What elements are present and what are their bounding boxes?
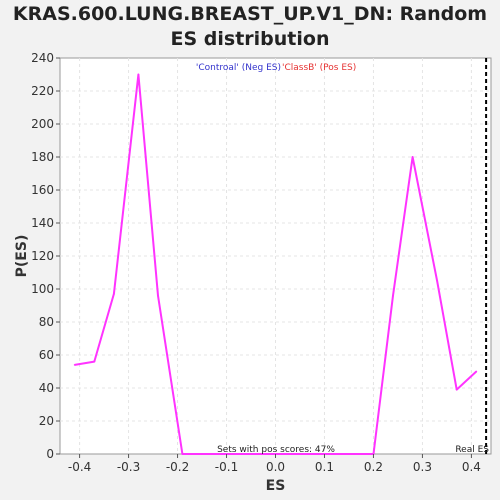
pos-scores-annotation: Sets with pos scores: 47% [217, 445, 335, 455]
data-point [436, 279, 439, 282]
data-point [475, 370, 478, 373]
x-tick-label: 0.2 [364, 460, 383, 474]
data-point [328, 453, 331, 455]
data-point [157, 294, 159, 297]
y-tick-label: 80 [39, 315, 54, 329]
data-point [93, 360, 96, 363]
y-axis-label: P(ES) [14, 235, 30, 278]
data-point [289, 453, 292, 455]
legend-negative: 'Controal' (Neg ES) [196, 63, 281, 73]
y-tick-label: 20 [39, 414, 54, 428]
data-point [201, 453, 203, 455]
data-point [112, 293, 115, 295]
data-point [264, 453, 267, 455]
y-tick-label: 160 [31, 183, 54, 197]
x-tick-label: 0.3 [413, 460, 432, 474]
series-line [74, 73, 477, 455]
y-tick-label: 180 [31, 150, 54, 164]
x-tick-label: -0.3 [117, 460, 140, 474]
x-tick-label: 0.4 [462, 460, 481, 474]
data-point [392, 294, 394, 297]
chart-title: KRAS.600.LUNG.BREAST_UP.V1_DN: Random ES… [0, 2, 500, 52]
y-tick-label: 200 [31, 117, 54, 131]
x-tick-label: -0.4 [68, 460, 91, 474]
x-tick-label: -0.2 [166, 460, 189, 474]
data-point [455, 388, 458, 391]
data-point [411, 156, 414, 158]
data-point [137, 73, 140, 76]
data-point [181, 453, 184, 455]
data-point [308, 453, 311, 455]
y-tick-label: 40 [39, 381, 54, 395]
data-point [245, 453, 248, 455]
y-tick-label: 240 [31, 51, 54, 65]
x-tick-label: -0.1 [215, 460, 238, 474]
grid [60, 58, 491, 454]
chart-title-line2: ES distribution [170, 28, 330, 50]
y-tick-label: 220 [31, 84, 54, 98]
data-point [73, 364, 76, 366]
x-tick-label: 0.0 [266, 460, 285, 474]
data-point [352, 453, 355, 455]
chart-title-line1: KRAS.600.LUNG.BREAST_UP.V1_DN: Random [12, 3, 488, 25]
x-tick-label: 0.1 [315, 460, 334, 474]
y-tick-label: 140 [31, 216, 54, 230]
y-tick-label: 0 [46, 447, 54, 461]
y-tick-label: 60 [39, 348, 54, 362]
legend-positive: 'ClassB' (Pos ES) [282, 63, 356, 73]
y-tick-label: 100 [31, 282, 54, 296]
axes: -0.4 -0.3 -0.2 -0.1 0.0 0.1 0.2 0.3 0.4 0 20 40 60 80… [31, 51, 481, 474]
y-tick-label: 120 [31, 249, 54, 263]
x-axis-label: ES [266, 478, 286, 494]
real-es-label: Real ES [455, 445, 489, 455]
series-layer [73, 73, 478, 455]
